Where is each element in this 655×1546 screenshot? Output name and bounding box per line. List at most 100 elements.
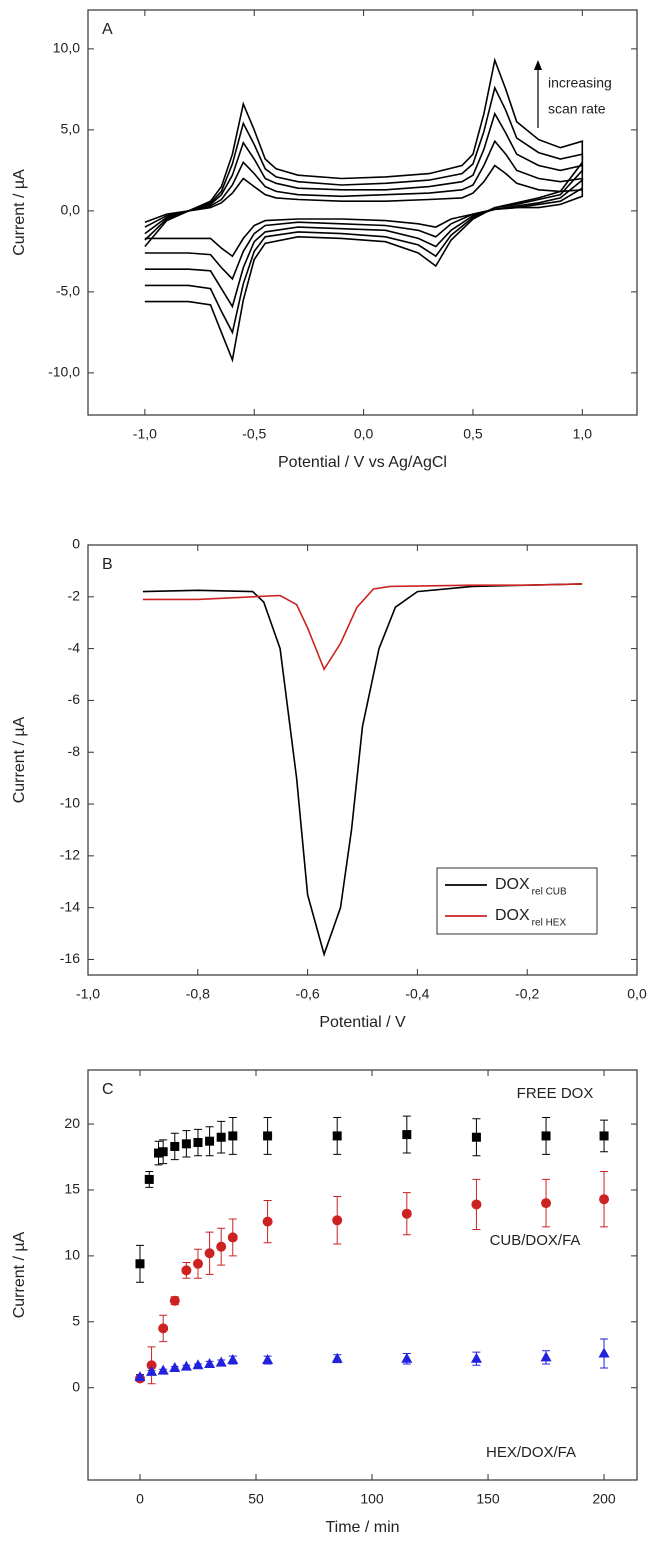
marker [332,1215,343,1226]
x-tick-label: -1,0 [76,986,100,1002]
legend-box [436,867,598,935]
marker [402,1130,412,1140]
y-tick-label: 10,0 [53,40,80,56]
x-tick-label: 1,0 [573,426,593,442]
marker [135,1259,145,1269]
y-axis-title: Current / µA [11,169,28,256]
marker [401,1352,413,1363]
series-label: FREE DOX [517,1085,594,1102]
x-tick-label: 200 [592,1491,616,1507]
y-tick-label: 5 [72,1313,80,1329]
y-tick-label: -8 [68,743,81,759]
marker [599,1131,609,1141]
y-tick-label: -10,0 [48,364,80,380]
x-tick-label: 0,5 [463,426,483,442]
marker [216,1241,227,1252]
marker [541,1198,552,1209]
plot-frame [87,1069,638,1481]
y-tick-label: 15 [64,1181,80,1197]
marker [157,1364,169,1375]
y-tick-label: -10 [60,795,80,811]
marker [471,1199,482,1210]
plot-frame [87,9,638,416]
marker [204,1248,215,1259]
annotation-arrowhead [534,60,542,70]
marker [169,1295,180,1306]
x-tick-label: 0,0 [354,426,374,442]
legend-label-sub: rel HEX [532,918,567,929]
y-axis-title: Current / µA [11,1231,28,1318]
marker [170,1141,180,1151]
data-line [142,583,583,957]
x-tick-label: 100 [360,1491,384,1507]
x-axis-title: Potential / V vs Ag/AgCl [278,454,447,471]
marker [181,1139,191,1149]
marker [331,1352,343,1363]
marker [263,1131,273,1141]
x-tick-label: -0,6 [296,986,320,1002]
marker [146,1365,158,1376]
data-line [144,139,584,281]
marker [158,1147,168,1157]
marker [598,1347,610,1358]
y-tick-label: -5,0 [56,283,80,299]
y-tick-label: -2 [68,588,81,604]
y-tick-label: -14 [60,898,80,914]
data-line [142,583,583,672]
y-tick-label: 10 [64,1247,80,1263]
marker [262,1216,273,1227]
x-tick-label: 50 [248,1491,264,1507]
legend-label: DOX [495,876,530,893]
y-tick-label: -4 [68,639,81,655]
annotation: scan rate [548,101,606,117]
x-axis-title: Time / min [325,1519,399,1536]
annotation: increasing [548,75,612,91]
data-line [144,85,584,335]
y-tick-label: 20 [64,1115,80,1131]
marker [158,1323,169,1334]
marker [192,1359,204,1370]
marker [227,1232,238,1243]
marker [332,1131,342,1141]
marker [540,1351,552,1362]
marker [228,1131,238,1141]
x-tick-label: -0,5 [242,426,266,442]
series-label: CUB/DOX/FA [490,1232,581,1249]
marker [471,1132,481,1142]
series-label: HEX/DOX/FA [486,1444,576,1461]
panel-label: A [102,21,113,38]
y-tick-label: -16 [60,950,80,966]
y-tick-label: -12 [60,847,80,863]
marker [204,1357,216,1368]
data-line [144,164,584,258]
y-tick-label: 0,0 [61,202,81,218]
y-tick-label: 0 [72,536,80,552]
marker [169,1361,181,1372]
marker [146,1360,157,1371]
marker [262,1354,274,1365]
y-tick-label: 5,0 [61,121,81,137]
marker [181,1265,192,1276]
marker [227,1354,239,1365]
y-tick-label: -6 [68,691,81,707]
marker [134,1371,146,1382]
marker [144,1174,154,1184]
x-tick-label: -0,2 [515,986,539,1002]
marker [180,1360,192,1371]
marker [401,1208,412,1219]
data-line [144,111,584,309]
x-tick-label: 0,0 [627,986,647,1002]
marker [470,1352,482,1363]
marker [205,1136,215,1146]
x-tick-label: -0,4 [405,986,429,1002]
x-tick-label: -1,0 [133,426,157,442]
x-tick-label: 150 [476,1491,500,1507]
marker [215,1356,227,1367]
marker [599,1194,610,1205]
marker [216,1132,226,1142]
y-axis-title: Current / µA [11,716,28,803]
plot-frame [87,544,638,976]
x-tick-label: 0 [136,1491,144,1507]
marker [192,1258,203,1269]
